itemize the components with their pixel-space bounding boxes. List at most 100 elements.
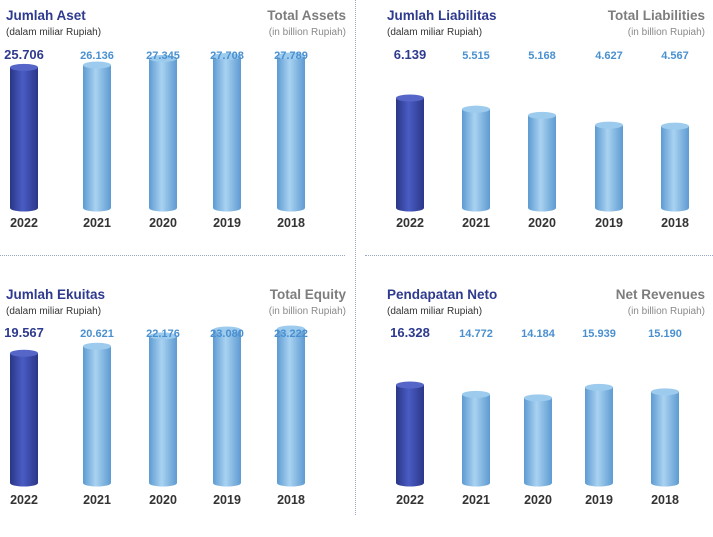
bar-body <box>595 125 623 212</box>
year-label: 2020 <box>149 493 177 507</box>
bar-2019 <box>213 52 241 212</box>
value-label: 14.184 <box>521 328 556 340</box>
value-label: 27.789 <box>274 50 308 62</box>
year-label: 2019 <box>585 493 613 507</box>
year-label: 2018 <box>651 493 679 507</box>
bar-body <box>10 67 38 212</box>
bar-body <box>651 391 679 487</box>
chart-title: Jumlah Liabilitas <box>387 8 497 23</box>
year-label: 2022 <box>396 493 424 507</box>
value-label: 19.567 <box>4 325 44 340</box>
bar-top <box>595 121 623 129</box>
value-label: 15.939 <box>582 328 616 340</box>
bar-body <box>524 397 552 487</box>
chart-title: Jumlah Ekuitas <box>6 287 106 302</box>
year-label: 2019 <box>213 216 241 230</box>
chart-subtitle-en: (in billion Rupiah) <box>268 306 346 317</box>
year-label: 2021 <box>83 493 111 507</box>
horizontal-divider-right <box>365 255 713 256</box>
year-label: 2021 <box>462 493 490 507</box>
bar-top <box>213 326 241 334</box>
bar-2020 <box>149 54 177 212</box>
year-label: 2019 <box>595 216 623 230</box>
value-label: 25.706 <box>4 47 44 62</box>
bar-body <box>149 335 177 487</box>
bar-top <box>396 94 424 102</box>
bar-2018 <box>277 325 305 487</box>
bar-body <box>585 387 613 487</box>
bar-2020 <box>149 332 177 487</box>
bar-2021 <box>83 342 111 487</box>
bar-2018 <box>661 122 689 212</box>
bar-top <box>10 349 38 357</box>
chart-net-revenues: 16.328 2022 14.772 2021 14.184 2020 15.939 2019… <box>390 325 682 507</box>
value-label: 22.176 <box>146 328 180 340</box>
chart-subtitle: (dalam miliar Rupiah) <box>6 27 102 38</box>
value-label: 5.515 <box>462 50 490 62</box>
bar-top <box>462 105 490 113</box>
bar-top <box>277 52 305 60</box>
bar-top <box>524 394 552 402</box>
bar-2020 <box>524 394 552 487</box>
bar-top <box>213 52 241 60</box>
chart-title-en: Total Equity <box>269 287 346 302</box>
bar-top <box>585 383 613 391</box>
chart-subtitle: (dalam miliar Rupiah) <box>6 306 102 317</box>
bar-2020 <box>528 111 556 212</box>
bar-body <box>462 109 490 212</box>
bar-body <box>528 115 556 212</box>
bar-2022 <box>396 381 424 487</box>
bar-body <box>83 65 111 212</box>
bar-body <box>10 353 38 487</box>
bar-top <box>277 325 305 333</box>
chart-total-liabilities: 6.139 2022 5.515 2021 5.168 2020 4.627 2019 4.56… <box>394 47 689 230</box>
year-label: 2021 <box>83 216 111 230</box>
bar-2019 <box>213 326 241 487</box>
bar-body <box>396 98 424 212</box>
bar-2019 <box>585 383 613 487</box>
bar-2021 <box>462 105 490 212</box>
chart-panel-total-assets: 25.706 2022 26.136 2021 27.345 2020 27.708 2019… <box>4 8 346 258</box>
bar-body <box>149 58 177 212</box>
value-label: 16.328 <box>390 325 430 340</box>
chart-total-equity: 19.567 2022 20.621 2021 22.176 2020 23.080 2019… <box>4 325 308 507</box>
chart-title: Pendapatan Neto <box>387 287 498 302</box>
year-label: 2018 <box>277 216 305 230</box>
chart-panel-total-liabilities: 6.139 2022 5.515 2021 5.168 2020 4.627 2019 4.56… <box>387 8 705 258</box>
value-label: 23.080 <box>210 328 244 340</box>
value-label: 4.567 <box>661 50 689 62</box>
year-label: 2021 <box>462 216 490 230</box>
bar-top <box>149 332 177 340</box>
bar-top <box>528 111 556 119</box>
value-label: 5.168 <box>528 50 556 62</box>
bar-body <box>213 56 241 212</box>
bar-2021 <box>462 390 490 487</box>
chart-subtitle: (dalam miliar Rupiah) <box>387 27 483 38</box>
year-label: 2018 <box>661 216 689 230</box>
value-label: 6.139 <box>394 47 427 62</box>
bar-top <box>149 54 177 62</box>
chart-subtitle-en: (in billion Rupiah) <box>268 27 346 38</box>
bar-body <box>661 126 689 212</box>
bar-body <box>462 394 490 487</box>
value-label: 27.345 <box>146 50 180 62</box>
chart-panel-total-equity: 19.567 2022 20.621 2021 22.176 2020 23.080 2019… <box>4 287 346 537</box>
bar-top <box>83 342 111 350</box>
bar-body <box>213 329 241 487</box>
year-label: 2022 <box>396 216 424 230</box>
chart-title-en: Total Assets <box>267 8 346 23</box>
year-label: 2022 <box>10 493 38 507</box>
year-label: 2020 <box>149 216 177 230</box>
bar-body <box>396 385 424 487</box>
bar-top <box>83 61 111 69</box>
horizontal-divider-left <box>0 255 345 256</box>
year-label: 2018 <box>277 493 305 507</box>
bar-top <box>396 381 424 389</box>
bar-2019 <box>595 121 623 212</box>
bar-2022 <box>10 63 38 212</box>
bar-2022 <box>10 349 38 487</box>
bar-2018 <box>651 388 679 487</box>
vertical-divider <box>355 0 356 515</box>
chart-subtitle-en: (in billion Rupiah) <box>627 306 705 317</box>
year-label: 2020 <box>528 216 556 230</box>
